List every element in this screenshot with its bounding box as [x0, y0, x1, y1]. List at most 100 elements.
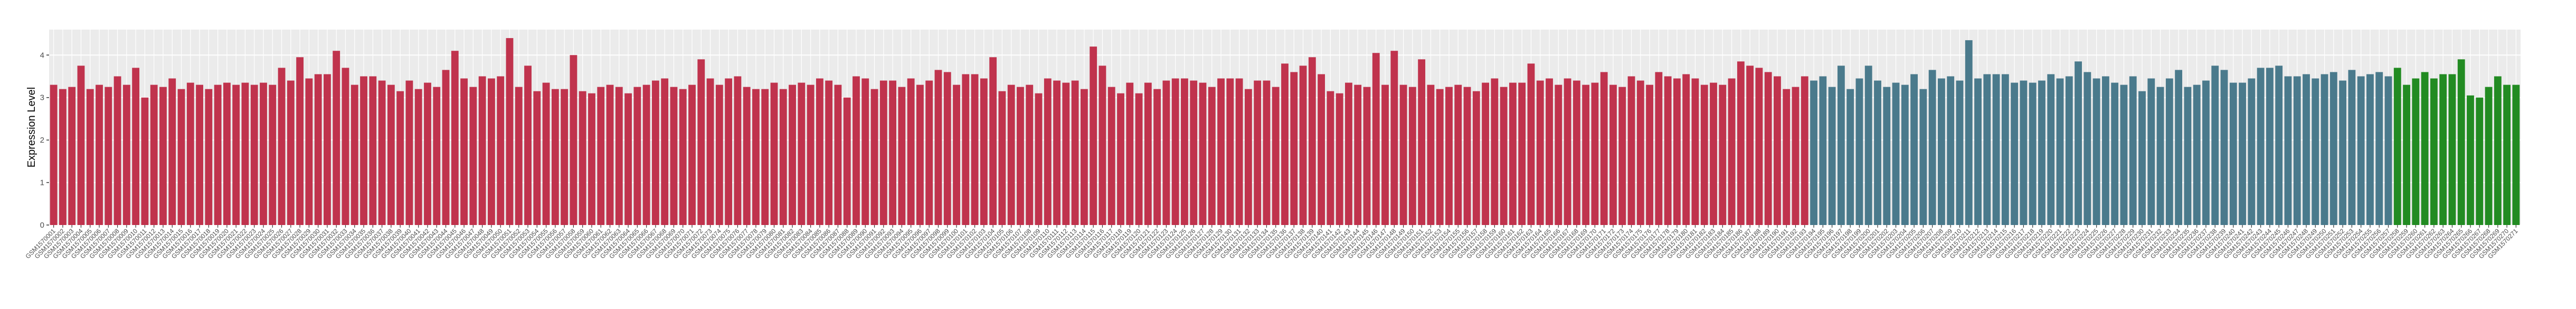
bar — [1235, 78, 1243, 225]
bar — [1399, 85, 1407, 225]
bar — [314, 74, 322, 225]
bar — [1901, 85, 1909, 225]
bar — [105, 87, 112, 225]
bar — [1381, 85, 1389, 225]
bar — [2239, 82, 2246, 226]
bar — [962, 74, 970, 225]
bar — [1181, 78, 1188, 225]
bar — [1828, 87, 1836, 225]
bar — [1272, 87, 1280, 225]
bar — [2457, 59, 2465, 225]
bar — [86, 89, 94, 225]
bar — [1345, 82, 1352, 226]
bar — [469, 87, 477, 225]
bar — [825, 80, 833, 226]
bar — [1682, 74, 1690, 225]
bar — [2485, 87, 2493, 225]
bar — [679, 89, 687, 225]
bar — [1208, 87, 1216, 225]
bar — [68, 87, 76, 225]
bar — [1983, 74, 1991, 225]
bar — [1691, 78, 1699, 225]
bar — [333, 51, 340, 225]
bar — [186, 82, 194, 226]
bar — [488, 78, 495, 225]
bar — [2147, 78, 2155, 225]
bar — [460, 78, 468, 225]
bar — [1017, 87, 1024, 225]
bar — [2412, 78, 2420, 225]
bar — [2193, 85, 2201, 225]
bar — [2175, 70, 2183, 226]
bar — [898, 87, 906, 225]
bar — [734, 76, 742, 225]
bar — [1509, 82, 1517, 226]
bar — [2329, 72, 2337, 225]
bar — [524, 65, 532, 225]
bar — [697, 59, 705, 225]
bar — [651, 80, 659, 226]
bar — [870, 89, 878, 225]
bar — [1846, 89, 1854, 225]
bar — [1308, 57, 1316, 226]
bar — [1062, 82, 1070, 226]
bar — [414, 89, 422, 225]
bar — [478, 76, 486, 225]
bar — [779, 89, 787, 225]
bar — [1500, 87, 1508, 225]
bar — [132, 68, 140, 226]
bar — [1992, 74, 2000, 225]
bar — [442, 70, 450, 226]
bar — [743, 87, 751, 225]
bar — [1710, 82, 1717, 226]
bar — [369, 76, 377, 225]
bar — [250, 85, 258, 225]
y-tick-label: 4 — [40, 51, 44, 60]
bar — [1746, 65, 1754, 225]
bar — [1491, 78, 1499, 225]
bar — [989, 57, 997, 226]
bar — [497, 76, 505, 225]
bar — [843, 97, 851, 225]
bar — [387, 85, 395, 225]
bar — [150, 85, 158, 225]
y-tick-label: 2 — [40, 136, 44, 145]
bar — [1855, 78, 1863, 225]
bar — [1472, 91, 1480, 225]
bar — [934, 70, 942, 226]
bar — [1463, 87, 1471, 225]
bar — [1965, 40, 1973, 225]
bar — [1919, 89, 1927, 225]
bar — [342, 68, 349, 226]
bar — [2384, 76, 2392, 225]
y-tick-label: 3 — [40, 93, 44, 102]
bar — [1390, 51, 1398, 225]
bar — [2065, 76, 2073, 225]
bar — [925, 80, 933, 226]
bar — [241, 82, 249, 226]
bar — [798, 82, 806, 226]
bar — [1864, 65, 1872, 225]
bar — [1874, 80, 1881, 226]
bar — [2293, 76, 2301, 225]
y-axis-title: Expression Level — [26, 87, 37, 167]
bar — [1646, 85, 1653, 225]
bar — [2421, 72, 2429, 225]
bar — [670, 87, 678, 225]
bar — [122, 85, 130, 225]
bar — [1883, 87, 1891, 225]
bar — [2001, 74, 2009, 225]
bar — [2494, 76, 2502, 225]
bar — [834, 85, 842, 225]
bar — [2075, 61, 2082, 226]
bar — [1892, 82, 1900, 226]
bar — [1299, 65, 1307, 225]
bar — [506, 38, 514, 225]
bar — [1792, 87, 1800, 225]
bar — [1573, 80, 1580, 226]
bar — [2202, 80, 2210, 226]
y-tick-label: 0 — [40, 221, 44, 230]
bar — [433, 87, 441, 225]
bar — [2357, 76, 2365, 225]
bar — [2165, 78, 2173, 225]
